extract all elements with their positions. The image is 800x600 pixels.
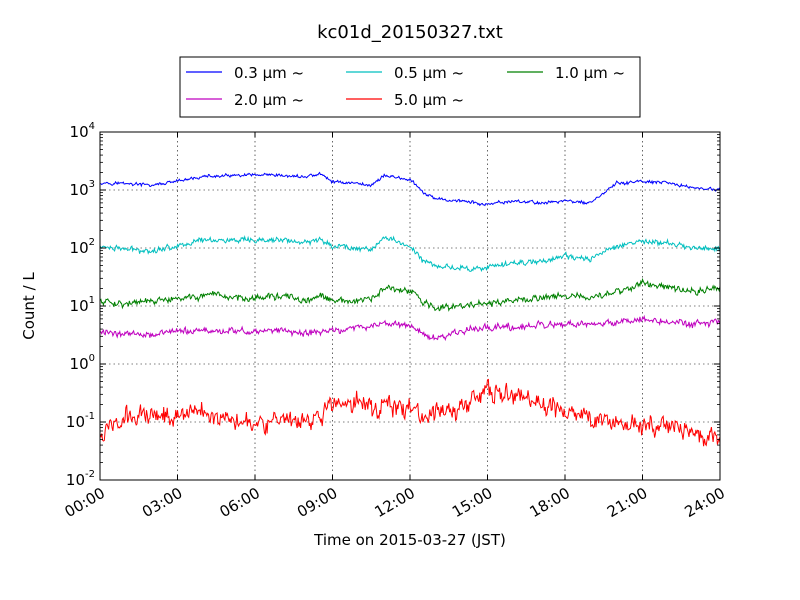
legend-label: 0.5 μm ~ — [394, 64, 464, 82]
series-line — [99, 234, 721, 273]
y-tick-label: 102 — [70, 237, 95, 257]
y-tick-labels: 10-2 10-1 100 101 102 103 104 — [66, 121, 95, 489]
y-tick-label: 101 — [70, 295, 95, 315]
series-line — [99, 277, 721, 312]
y-tick-label: 104 — [70, 121, 95, 141]
ticks — [99, 131, 721, 481]
y-axis-label: Count / L — [20, 272, 38, 340]
x-axis-label: Time on 2015-03-27 (JST) — [313, 531, 506, 549]
y-tick-label: 103 — [70, 179, 95, 199]
series-line — [100, 171, 721, 207]
legend-label: 1.0 μm ~ — [555, 64, 625, 82]
series-line — [99, 378, 721, 447]
y-tick-label: 10-1 — [66, 411, 95, 431]
y-tick-label: 10-2 — [66, 469, 95, 489]
series-line — [99, 314, 721, 342]
legend-label: 2.0 μm ~ — [234, 91, 304, 109]
plot-series — [99, 171, 721, 447]
chart-title: kc01d_20150327.txt — [317, 22, 503, 43]
y-tick-label: 100 — [70, 353, 95, 373]
legend-box — [179, 56, 641, 118]
legend-label: 0.3 μm ~ — [234, 64, 304, 82]
legend: 0.3 μm ~ 0.5 μm ~ 1.0 μm ~ 2.0 μm ~ 5.0 μm ~ — [179, 56, 641, 118]
legend-label: 5.0 μm ~ — [394, 91, 464, 109]
